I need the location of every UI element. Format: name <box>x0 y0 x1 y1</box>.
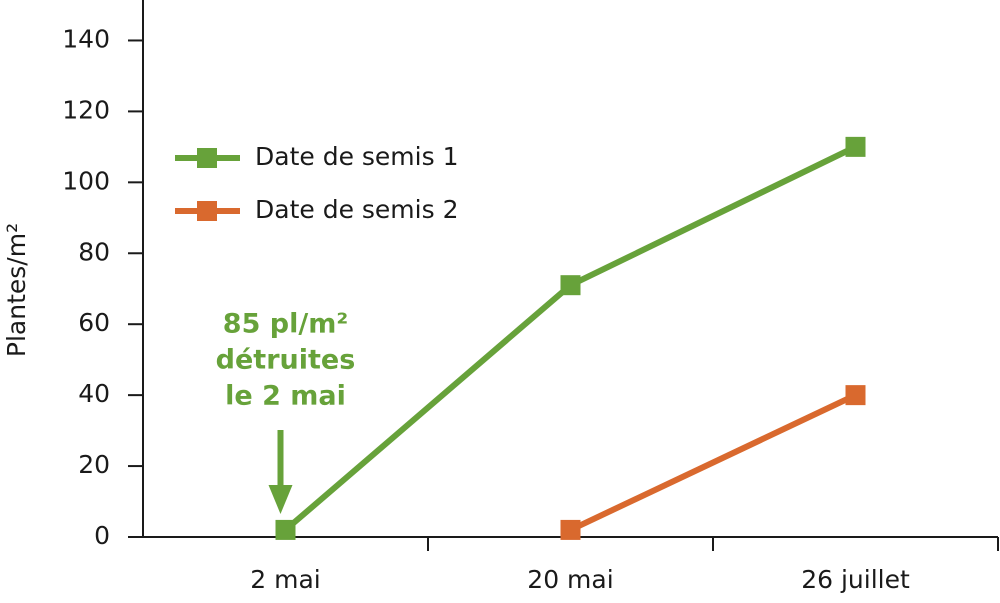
y-tick-label: 20 <box>78 450 110 479</box>
point-marker <box>560 519 581 540</box>
legend-label: Date de semis 1 <box>255 142 458 171</box>
legend-marker <box>197 201 217 221</box>
x-tick-label: 2 mai <box>250 565 320 594</box>
y-tick-label: 120 <box>62 95 110 124</box>
legend-marker <box>197 148 217 168</box>
y-tick-label: 40 <box>78 379 110 408</box>
y-tick-label: 0 <box>94 521 110 550</box>
point-marker <box>845 136 866 157</box>
series-line <box>569 392 857 533</box>
y-tick-label: 100 <box>62 166 110 195</box>
y-tick-label: 80 <box>78 237 110 266</box>
annotation-text: détruites <box>216 345 356 376</box>
y-tick-label: 140 <box>62 24 110 53</box>
x-tick-label: 20 mai <box>527 565 613 594</box>
annotation-arrow-head <box>268 485 293 514</box>
y-tick-label: 60 <box>78 308 110 337</box>
point-marker <box>845 385 866 406</box>
y-axis-label: Plantes/m² <box>2 223 31 357</box>
annotation-text: 85 pl/m² <box>223 309 348 340</box>
legend-label: Date de semis 2 <box>255 195 458 224</box>
x-tick-label: 26 juillet <box>801 565 910 594</box>
point-marker <box>275 519 296 540</box>
point-marker <box>560 275 581 296</box>
annotation-text: le 2 mai <box>225 381 346 412</box>
